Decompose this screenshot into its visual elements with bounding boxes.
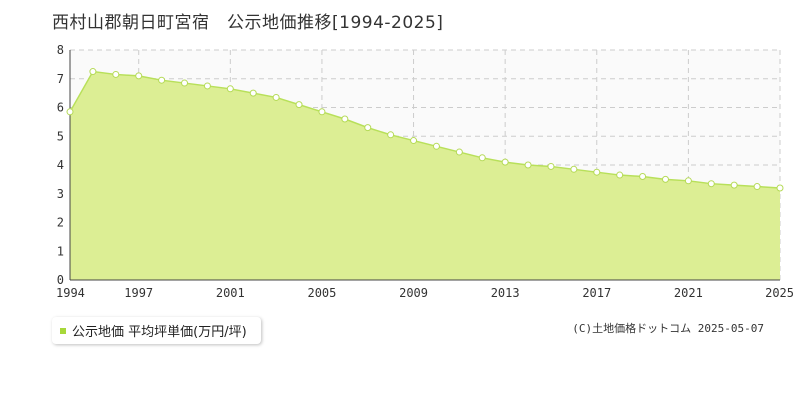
legend-swatch <box>60 327 66 334</box>
data-point <box>524 161 532 169</box>
series-line <box>69 70 781 189</box>
axes <box>69 50 780 281</box>
data-point <box>547 162 555 170</box>
x-tick-label: 2013 <box>491 286 520 300</box>
x-tick-label: 1994 <box>56 286 85 300</box>
data-point <box>249 89 257 97</box>
data-point <box>203 82 211 90</box>
y-tick-label: 6 <box>57 101 64 115</box>
x-tick-label: 2009 <box>399 286 428 300</box>
data-point <box>776 184 784 192</box>
data-point <box>341 115 349 123</box>
data-point <box>501 158 509 166</box>
y-axis-tick-labels: 0 1 2 3 4 5 6 7 8 <box>57 43 64 287</box>
data-point <box>226 85 234 93</box>
y-tick-label: 3 <box>57 187 64 201</box>
y-tick-label: 1 <box>57 244 64 258</box>
data-points <box>66 68 784 192</box>
legend-label: 公示地価 平均坪単価(万円/坪) <box>72 325 247 340</box>
y-tick-label: 8 <box>57 43 64 57</box>
y-tick-label: 0 <box>57 273 64 287</box>
x-tick-label: 2025 <box>765 286 794 300</box>
data-point <box>616 171 624 179</box>
x-tick-label: 1997 <box>124 286 153 300</box>
data-point <box>730 181 738 189</box>
data-point <box>295 101 303 109</box>
data-point <box>112 70 120 78</box>
data-point <box>707 180 715 188</box>
data-point <box>135 72 143 80</box>
copyright-credit: (C)土地価格ドットコム 2025-05-07 <box>572 322 764 335</box>
data-point <box>684 177 692 185</box>
data-point <box>364 124 372 132</box>
x-tick-label: 2017 <box>582 286 611 300</box>
data-point <box>318 108 326 116</box>
data-point <box>455 148 463 156</box>
data-point <box>272 93 280 101</box>
data-point <box>478 154 486 162</box>
x-tick-label: 2001 <box>216 286 245 300</box>
data-point <box>410 137 418 145</box>
y-tick-label: 2 <box>57 216 64 230</box>
data-point <box>158 76 166 84</box>
chart-title: 西村山郡朝日町宮宿 公示地価推移[1994-2025] <box>52 13 444 33</box>
x-tick-label: 2005 <box>307 286 336 300</box>
area-fill <box>70 71 780 280</box>
data-point <box>593 168 601 176</box>
x-axis-tick-labels: 1994 1997 2001 2005 2009 2013 2017 2021 2025 <box>56 286 794 300</box>
data-point <box>639 173 647 180</box>
data-point <box>661 175 669 183</box>
legend: 公示地価 平均坪単価(万円/坪) <box>52 317 261 344</box>
data-point <box>89 68 97 76</box>
y-tick-label: 7 <box>57 72 64 86</box>
data-point <box>181 79 189 87</box>
y-tick-label: 4 <box>57 158 64 172</box>
data-point <box>66 108 74 116</box>
data-point <box>432 142 440 150</box>
y-tick-label: 5 <box>57 129 64 143</box>
data-point <box>387 131 395 139</box>
x-tick-label: 2021 <box>674 286 703 300</box>
data-point <box>753 183 761 191</box>
data-point <box>570 165 578 173</box>
